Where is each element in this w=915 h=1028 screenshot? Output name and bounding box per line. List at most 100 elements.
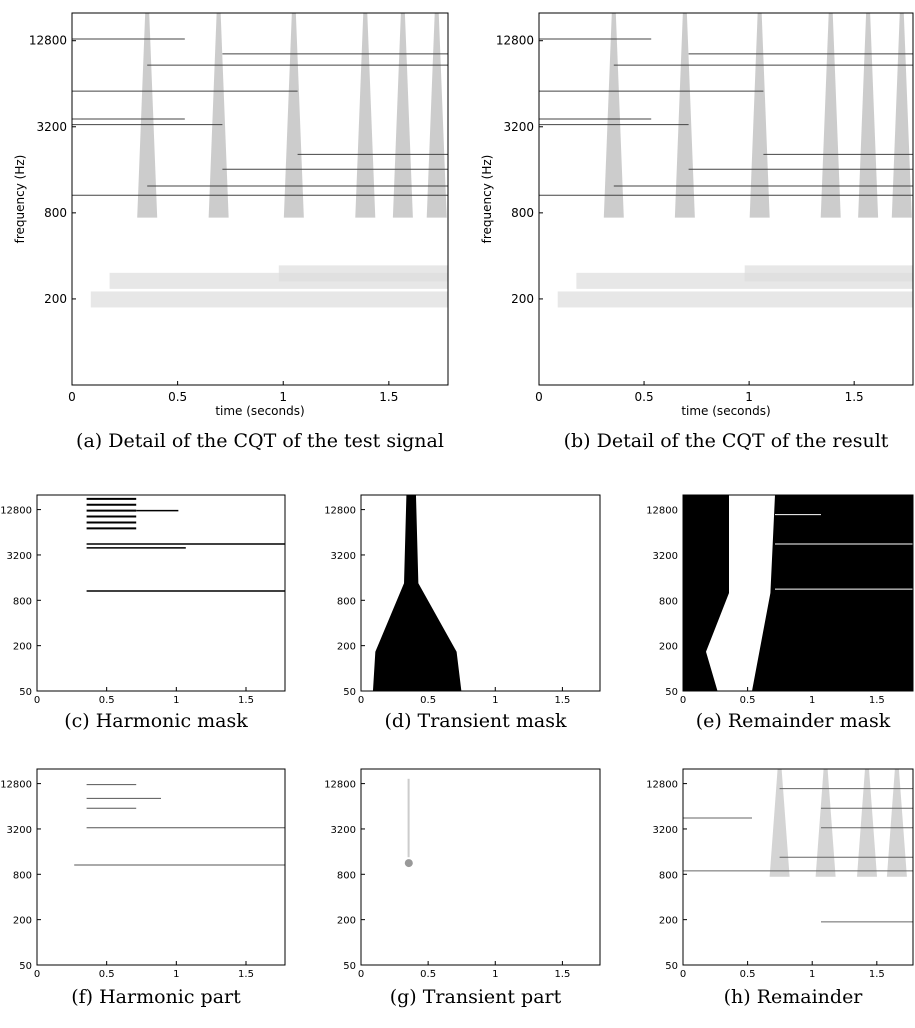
y-tick-label: 3200: [7, 825, 32, 836]
x-tick-label: 0: [358, 695, 364, 706]
onset: [857, 769, 877, 877]
band: [90, 291, 449, 308]
onset: [355, 13, 376, 218]
y-tick-label: 12800: [646, 506, 678, 517]
x-axis-label: time (seconds): [215, 404, 304, 418]
y-tick-label: 800: [511, 206, 534, 220]
caption: (a) Detail of the CQT of the test signal: [76, 430, 444, 452]
plot-frame: [71, 12, 449, 386]
y-tick-label: 3200: [653, 825, 678, 836]
onset: [603, 13, 624, 218]
y-tick-label: 12800: [0, 780, 32, 791]
panel: 0 0.5 1 1.5 200 800 3200 12800 time (seconds) fre…: [480, 12, 914, 452]
x-tick-label: 1.5: [869, 695, 885, 706]
panel: 0 0.5 1 1.5 50 200 800 3200 12800 (f) Harmonic pa…: [0, 768, 286, 1008]
y-tick-label: 200: [337, 916, 356, 927]
x-tick-label: 1: [809, 695, 815, 706]
x-tick-label: 0: [34, 969, 40, 980]
mask-hole: [706, 495, 775, 691]
plot-frame: [36, 494, 286, 692]
y-tick-label: 50: [343, 961, 356, 972]
caption: (c) Harmonic mask: [64, 710, 248, 732]
x-tick-label: 1: [279, 390, 287, 404]
plot-frame: [360, 494, 601, 692]
band: [557, 291, 913, 308]
caption: (e) Remainder mask: [696, 710, 891, 732]
y-tick-label: 3200: [653, 551, 678, 562]
onset: [674, 13, 695, 218]
y-tick-label: 3200: [331, 825, 356, 836]
x-tick-label: 0.5: [740, 695, 756, 706]
plot-frame: [36, 768, 286, 966]
caption: (b) Detail of the CQT of the result: [564, 430, 889, 452]
x-tick-label: 1.5: [845, 390, 864, 404]
y-tick-label: 800: [13, 596, 32, 607]
y-tick-label: 50: [19, 687, 32, 698]
x-tick-label: 0: [68, 390, 76, 404]
y-tick-label: 800: [659, 870, 678, 881]
x-tick-label: 1: [492, 695, 498, 706]
x-tick-label: 1.5: [238, 969, 254, 980]
y-tick-label: 12800: [324, 780, 356, 791]
plot-frame: [682, 768, 914, 966]
y-tick-label: 3200: [331, 551, 356, 562]
y-tick-label: 50: [665, 961, 678, 972]
y-tick-label: 800: [13, 870, 32, 881]
y-tick-label: 3200: [503, 120, 534, 134]
spot: [407, 778, 410, 858]
band: [744, 265, 913, 282]
y-tick-label: 200: [337, 642, 356, 653]
onset: [769, 769, 790, 877]
y-tick-label: 800: [44, 206, 67, 220]
panel: 0 0.5 1 1.5 50 200 800 3200 12800 (d) Transient m…: [324, 494, 601, 732]
panel: 0 0.5 1 1.5 50 200 800 3200 12800 (h) Remainder: [646, 768, 914, 1008]
y-tick-label: 12800: [324, 506, 356, 517]
x-tick-label: 1: [809, 969, 815, 980]
x-tick-label: 1.5: [554, 969, 570, 980]
x-tick-label: 0.5: [635, 390, 654, 404]
y-tick-label: 800: [659, 596, 678, 607]
onset: [858, 13, 879, 218]
y-tick-label: 3200: [36, 120, 67, 134]
y-tick-label: 50: [665, 687, 678, 698]
y-tick-label: 800: [337, 870, 356, 881]
y-tick-label: 200: [13, 642, 32, 653]
y-tick-label: 12800: [646, 780, 678, 791]
y-axis-label: frequency (Hz): [13, 155, 27, 244]
caption: (g) Transient part: [390, 986, 562, 1008]
x-tick-label: 0.5: [99, 969, 115, 980]
x-tick-label: 1.5: [238, 695, 254, 706]
y-tick-label: 12800: [29, 34, 67, 48]
x-tick-label: 1: [492, 969, 498, 980]
y-axis-label: frequency (Hz): [480, 155, 494, 244]
panel: 0 0.5 1 1.5 50 200 800 3200 12800 (e) Remainder m…: [646, 494, 914, 732]
y-tick-label: 200: [511, 292, 534, 306]
panel: 0 0.5 1 1.5 200 800 3200 12800 time (seconds) fre…: [13, 12, 449, 452]
y-tick-label: 200: [44, 292, 67, 306]
y-tick-label: 12800: [496, 34, 534, 48]
x-tick-label: 0.5: [740, 969, 756, 980]
onset: [208, 13, 229, 218]
x-tick-label: 0: [535, 390, 543, 404]
plot-frame: [682, 494, 914, 692]
onset: [392, 13, 413, 218]
plot-frame: [538, 12, 914, 386]
plot-frame: [360, 768, 601, 966]
y-tick-label: 50: [19, 961, 32, 972]
onset: [137, 13, 158, 218]
x-tick-label: 0: [680, 969, 686, 980]
x-tick-label: 1: [173, 695, 179, 706]
mask: [372, 495, 462, 691]
x-tick-label: 1.5: [869, 969, 885, 980]
y-tick-label: 12800: [0, 506, 32, 517]
onset: [283, 13, 304, 218]
y-tick-label: 200: [13, 916, 32, 927]
onset: [820, 13, 841, 218]
panel: 0 0.5 1 1.5 50 200 800 3200 12800 (c) Harmonic ma…: [0, 494, 286, 732]
x-tick-label: 0.5: [420, 969, 436, 980]
x-tick-label: 1: [745, 390, 753, 404]
onset: [891, 13, 912, 218]
x-tick-label: 1: [173, 969, 179, 980]
y-tick-label: 3200: [7, 551, 32, 562]
